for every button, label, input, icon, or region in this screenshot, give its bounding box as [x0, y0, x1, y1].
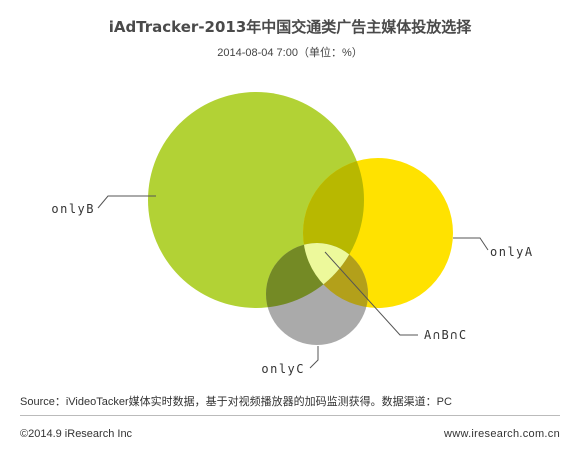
- label-only-b: onlyB: [51, 202, 95, 216]
- copyright: ©2014.9 iResearch Inc: [20, 428, 133, 440]
- leader-a-b-c: [324, 251, 418, 336]
- website: www.iresearch.com.cn: [443, 428, 560, 440]
- leader-only-b: [97, 195, 156, 209]
- leader-only-c: [309, 346, 319, 369]
- source-note: Source：iVideoTacker媒体实时数据，基于对视频播放器的加码监测获…: [20, 396, 452, 408]
- chart-title: iAdTracker-2013年中国交通类广告主媒体投放选择: [108, 18, 472, 36]
- label-only-a: onlyA: [490, 245, 534, 259]
- label-only-c: onlyC: [261, 362, 305, 376]
- footer-divider: [20, 415, 560, 416]
- chart-subtitle: 2014-08-04 7:00（单位：%）: [217, 47, 363, 59]
- leader-only-a: [453, 237, 489, 251]
- label-a-b-c: A∩B∩C: [424, 328, 468, 342]
